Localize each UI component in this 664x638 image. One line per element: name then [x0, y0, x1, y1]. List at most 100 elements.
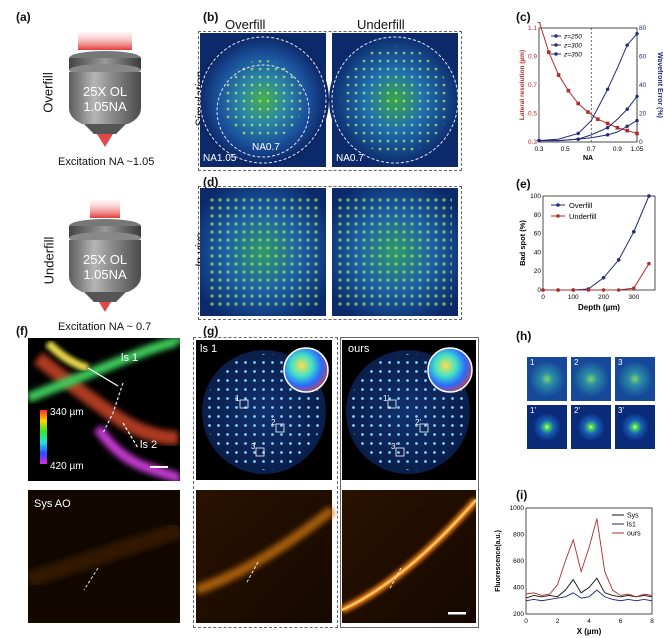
chart-c-legend-label: z=350: [563, 52, 582, 59]
chart-c-ytick-left: 1.1: [528, 25, 537, 32]
b-na-inner: NA0.7: [252, 142, 280, 153]
objective-label-top-2: 1.05NA: [83, 99, 127, 114]
chart-i-ytick: 1000: [510, 505, 525, 512]
objective-underfill: [69, 200, 141, 312]
chart-i-xlabel: X (µm): [577, 627, 602, 636]
objective-label-bottom-1: 25X OL: [83, 252, 128, 267]
chart-c-resolution-point: [586, 110, 590, 114]
g-roi-1p: 1': [383, 394, 389, 403]
chart-i-legend-label: ours: [627, 531, 641, 538]
chart-i-ytick: 400: [513, 585, 524, 592]
g-roi-3p: 3': [391, 442, 397, 451]
objective-label-top-1: 25X OL: [83, 84, 128, 99]
panel-label-e: (e): [516, 177, 531, 191]
chart-e-ytick: 0: [537, 287, 541, 294]
chart-c-xtick: 0.7: [587, 146, 596, 153]
chart-e-legend-marker: [556, 203, 560, 207]
chart-c-resolution-point: [547, 50, 551, 55]
chart-c-resolution-point: [566, 88, 571, 93]
h-label-2p: 2': [574, 406, 580, 415]
excitation-overfill: Excitation NA ~1.05: [58, 156, 155, 168]
chart-i-axes: 0 2 4 6 8 200 400 600 800 1000 X (µm) Fluorescence(…: [495, 505, 654, 636]
panel-label-h: (h): [516, 329, 532, 343]
chart-e-series-point: [632, 286, 636, 290]
side-label-underfill: Underfill: [41, 236, 57, 285]
f-sys-ao-label: Sys AO: [34, 498, 71, 510]
chart-c-resolution-point: [537, 22, 541, 23]
chart-i-series-line: [525, 589, 653, 602]
chart-c-ytick-right: 20: [639, 111, 647, 118]
panel-label-g: (g): [203, 324, 219, 338]
chart-c-legend-marker: [554, 52, 558, 56]
chart-c: 0.3 0.5 0.7 0.9 1.05 0.3 0.5 0.7 0.9 1.1 0 20 40 60 80…: [519, 22, 663, 162]
chart-c-series-point: [605, 126, 610, 130]
chart-c-marks: [537, 22, 639, 143]
chart-c-resolution-point: [615, 125, 620, 130]
chart-e-legend-label: Underfill: [569, 212, 597, 221]
chart-i: 0 2 4 6 8 200 400 600 800 1000 X (µm) Fluorescence(…: [495, 505, 654, 636]
chart-c-legend-marker: [554, 34, 558, 38]
chart-c-ylabel-right: Wavefront Error (%): [656, 52, 663, 118]
chart-c-resolution-point: [576, 101, 580, 106]
h-label-3p: 3': [618, 406, 624, 415]
chart-c-series-point: [625, 43, 629, 47]
chart-c-series-point: [625, 107, 629, 111]
d-frame: [198, 186, 462, 320]
side-label-overfill: Overfill: [40, 72, 56, 113]
chart-c-series-point: [576, 131, 580, 136]
h-label-2: 2: [574, 358, 579, 367]
g-right-label: ours: [348, 343, 370, 355]
objective-illustrations: [69, 32, 141, 312]
simulation-images: [200, 33, 458, 167]
b-na-outer: NA1.05: [203, 153, 237, 164]
g-left-frame: [193, 337, 338, 628]
panel-label-a: (a): [16, 10, 31, 24]
g-roi-3: 3: [251, 442, 256, 451]
g-images: [196, 340, 476, 623]
excitation-underfill: Excitation NA ~ 0.7: [58, 321, 152, 333]
f-ls1: ls 1: [121, 352, 139, 364]
chart-c-legend-label: z=250: [563, 34, 582, 41]
h-zoom-grid: [527, 357, 655, 449]
f-depth-image: [28, 338, 180, 481]
chart-e-series-point: [616, 288, 621, 292]
chart-e-ytick: 60: [534, 231, 542, 238]
chart-i-legend-label: ls1: [627, 522, 636, 529]
chart-c-series-point: [635, 32, 639, 36]
chart-c-legend-marker: [554, 43, 558, 47]
chart-e-series-line: [543, 195, 650, 291]
chart-c-resolution-point: [596, 117, 600, 121]
f-depth-top: 340 µm: [50, 407, 84, 418]
chart-c-resolution-point: [625, 128, 629, 133]
chart-e-series-point: [647, 194, 651, 198]
chart-c-series-line: [539, 96, 638, 142]
g-right-frame: [340, 337, 479, 628]
chart-e: 0 100 200 300 0 20 40 60 80 100 Depth (µm) Bad spot…: [518, 193, 656, 312]
g-left-label: ls 1: [200, 343, 218, 355]
chart-c-xlabel: NA: [583, 155, 593, 162]
chart-i-marks: [525, 518, 653, 602]
g-roi-2: 2: [271, 418, 276, 427]
panel-label-i: (i): [516, 488, 528, 502]
chart-i-ytick: 600: [513, 558, 524, 565]
chart-c-resolution-point: [635, 131, 639, 136]
chart-c-xtick: 0.5: [561, 146, 570, 153]
h-label-1: 1: [530, 358, 535, 367]
b-na-under: NA0.7: [336, 153, 364, 164]
b-col-underfill: Underfill: [357, 17, 405, 32]
chart-e-series-point: [586, 288, 591, 292]
chart-c-ytick-left: 0.5: [528, 111, 537, 118]
chart-e-ytick: 20: [534, 268, 542, 275]
chart-c-axes: 0.3 0.5 0.7 0.9 1.05 0.3 0.5 0.7 0.9 1.1 0 20 40 60 80…: [519, 25, 663, 162]
chart-e-marks: [541, 194, 651, 292]
in-vivo-images: [200, 188, 458, 316]
chart-c-resolution-line: [538, 22, 638, 134]
chart-c-ytick-right: 80: [639, 25, 647, 32]
panel-label-d: (d): [203, 175, 219, 189]
chart-c-ytick-left: 0.3: [528, 139, 537, 146]
chart-e-legend-label: Overfill: [569, 201, 593, 210]
chart-e-xtick: 200: [598, 294, 609, 301]
chart-e-legend-marker: [556, 214, 560, 218]
chart-i-ylabel: Fluorescence(a.u.): [495, 530, 502, 592]
chart-e-series-point: [601, 288, 606, 292]
